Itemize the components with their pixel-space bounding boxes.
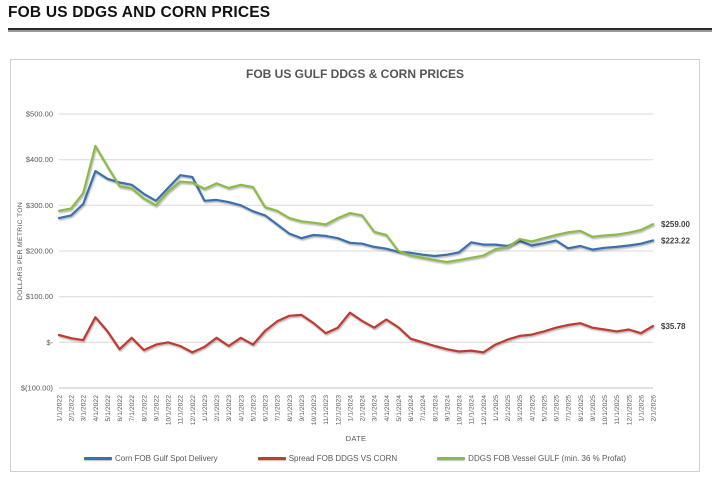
x-tick-label: 2/1/2022 xyxy=(69,395,76,422)
legend-label: Spread FOB DDGS VS CORN xyxy=(288,454,398,463)
series-line xyxy=(57,311,655,354)
x-tick-label: 6/1/2022 xyxy=(117,395,124,422)
x-tick-label: 8/1/2022 xyxy=(141,395,148,422)
x-tick-label: 10/1/2022 xyxy=(166,395,173,425)
x-tick-label: 9/1/2023 xyxy=(299,395,306,422)
legend-swatch xyxy=(257,457,286,460)
x-tick-label: 9/1/2025 xyxy=(590,395,597,422)
x-tick-label: 5/1/2022 xyxy=(105,395,112,422)
x-tick-label: 6/1/2024 xyxy=(408,395,415,422)
series-end-label: $259.00 xyxy=(661,220,690,229)
x-tick-label: 9/1/2024 xyxy=(444,395,451,422)
x-tick-label: 4/1/2024 xyxy=(384,395,391,422)
x-tick-label: 12/1/2022 xyxy=(190,395,197,425)
x-tick-label: 2/1/2024 xyxy=(360,395,367,422)
x-axis-labels: 1/1/2022 2/1/2022 3/1/2022 4/1/2022 5/1/2022… xyxy=(57,395,658,425)
x-tick-label: 8/1/2024 xyxy=(432,395,439,422)
series-lines xyxy=(57,144,655,354)
legend-item: Spread FOB DDGS VS CORN xyxy=(257,454,398,463)
series-line xyxy=(57,169,655,258)
x-tick-label: 10/1/2023 xyxy=(311,395,318,425)
x-tick-label: 1/1/2026 xyxy=(638,395,645,422)
x-tick-label: 6/1/2025 xyxy=(554,395,561,422)
x-tick-label: 1/1/2023 xyxy=(202,395,209,422)
x-tick-label: 8/1/2023 xyxy=(287,395,294,422)
x-tick-label: 5/1/2025 xyxy=(541,395,548,422)
y-axis-labels: $500.00 $400.00 $300.00 $200.00 $100.00 $- $(1… xyxy=(21,110,54,393)
x-tick-label: 2/1/2025 xyxy=(505,395,512,422)
x-tick-label: 3/1/2023 xyxy=(226,395,233,422)
y-tick-label: $200.00 xyxy=(26,247,53,256)
x-tick-label: 11/1/2024 xyxy=(469,395,476,425)
x-tick-label: 7/1/2025 xyxy=(566,395,573,422)
y-tick-label: $300.00 xyxy=(26,201,53,210)
x-tick-label: 12/1/2025 xyxy=(626,395,633,425)
series-end-label: $223.22 xyxy=(661,236,690,245)
x-tick-label: 12/1/2023 xyxy=(335,395,342,425)
header-rule xyxy=(8,28,712,32)
x-tick-label: 1/1/2022 xyxy=(57,395,64,422)
y-tick-label: $(100.00) xyxy=(21,384,54,393)
x-tick-label: 7/1/2022 xyxy=(129,395,136,422)
x-tick-label: 2/1/2023 xyxy=(214,395,221,422)
legend-item: DDGS FOB Vessel GULF (min. 36 % Profat) xyxy=(437,454,626,463)
x-tick-label: 4/1/2022 xyxy=(93,395,100,422)
x-tick-label: 3/1/2024 xyxy=(372,395,379,422)
x-tick-label: 5/1/2024 xyxy=(396,395,403,422)
x-tick-label: 2/1/2026 xyxy=(651,395,658,422)
x-tick-label: 5/1/2023 xyxy=(250,395,257,422)
chart-legend: Corn FOB Gulf Spot Delivery Spread FOB DD… xyxy=(11,454,699,463)
legend-swatch xyxy=(83,457,112,460)
y-axis-title: DOLLARS PER METRIC TON xyxy=(17,202,24,300)
x-axis-title: DATE xyxy=(346,434,367,443)
chart-panel: FOB US GULF DDGS & CORN PRICES $500.00 $4… xyxy=(10,59,700,472)
series-end-labels: $223.22 $35.78 $259.00 xyxy=(661,220,690,331)
y-tick-label: $400.00 xyxy=(26,155,53,164)
x-tick-label: 9/1/2022 xyxy=(153,395,160,422)
x-tick-label: 3/1/2022 xyxy=(81,395,88,422)
gridlines xyxy=(59,113,653,389)
x-tick-label: 10/1/2024 xyxy=(457,395,464,425)
x-tick-label: 6/1/2023 xyxy=(263,395,270,422)
legend-item: Corn FOB Gulf Spot Delivery xyxy=(83,454,218,463)
y-tick-label: $100.00 xyxy=(26,292,53,301)
y-tick-label: $- xyxy=(46,338,53,347)
x-tick-label: 1/1/2025 xyxy=(493,395,500,422)
series-line xyxy=(57,144,655,264)
legend-label: Corn FOB Gulf Spot Delivery xyxy=(114,454,218,463)
x-tick-label: 11/1/2025 xyxy=(614,395,621,425)
x-tick-label: 7/1/2023 xyxy=(275,395,282,422)
x-tick-label: 11/1/2022 xyxy=(178,395,185,425)
x-tick-label: 4/1/2025 xyxy=(529,395,536,422)
x-tick-label: 3/1/2025 xyxy=(517,395,524,422)
x-tick-label: 10/1/2025 xyxy=(602,395,609,425)
y-tick-label: $500.00 xyxy=(26,110,53,119)
chart-title: FOB US GULF DDGS & CORN PRICES xyxy=(245,67,464,81)
price-chart: $500.00 $400.00 $300.00 $200.00 $100.00 $- $(1… xyxy=(17,110,690,444)
legend-swatch xyxy=(437,457,466,460)
x-tick-label: 7/1/2024 xyxy=(420,395,427,422)
x-tick-label: 1/1/2024 xyxy=(347,395,354,422)
series-end-label: $35.78 xyxy=(661,322,686,331)
x-tick-label: 11/1/2023 xyxy=(323,395,330,425)
legend-label: DDGS FOB Vessel GULF (min. 36 % Profat) xyxy=(468,454,626,463)
x-tick-label: 12/1/2024 xyxy=(481,395,488,425)
x-tick-label: 4/1/2023 xyxy=(238,395,245,422)
page-title: FOB US DDGS AND CORN PRICES xyxy=(8,4,271,21)
x-tick-label: 8/1/2025 xyxy=(578,395,585,422)
